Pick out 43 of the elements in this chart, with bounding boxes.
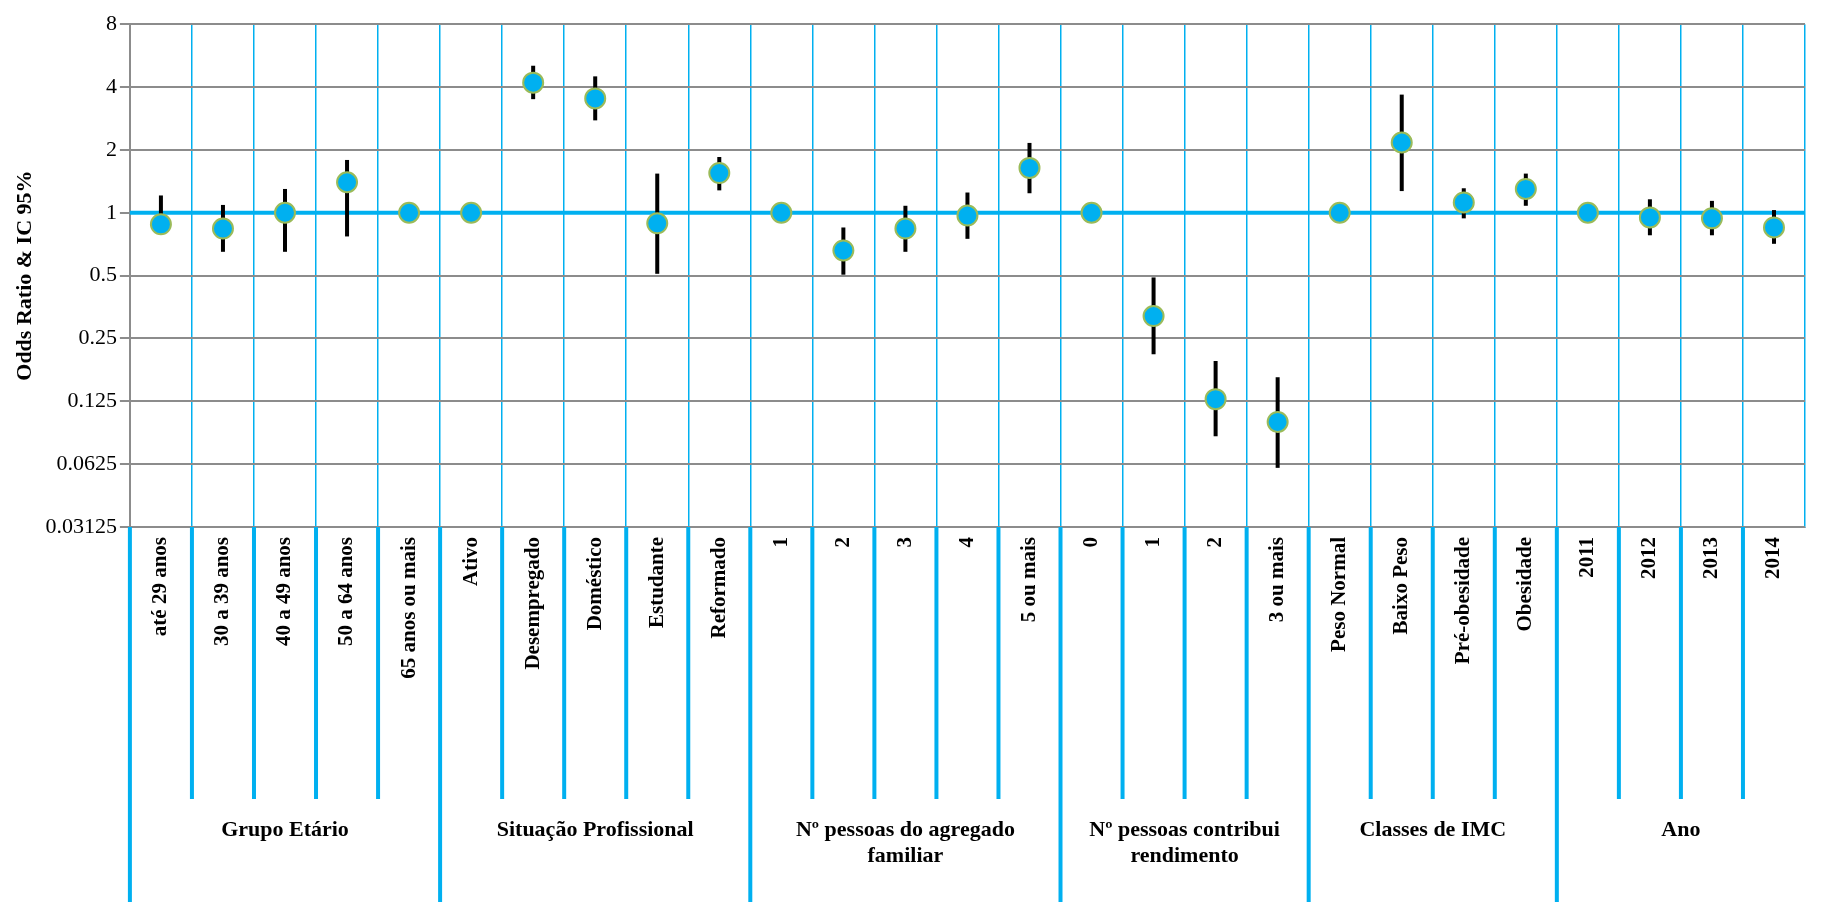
x-tick-label: 2 bbox=[1202, 537, 1227, 548]
x-tick-label: Reformado bbox=[705, 537, 730, 639]
x-tick-label: Desempregado bbox=[519, 537, 544, 670]
text: Nº pessoas do agregado familiar bbox=[795, 815, 1015, 867]
x-tick-label: Estudante bbox=[643, 537, 668, 629]
y-tick-label: 0.125 bbox=[67, 387, 117, 413]
x-tick-label: 2011 bbox=[1574, 537, 1599, 578]
x-tick-label: Pré-obesidade bbox=[1450, 537, 1475, 665]
x-tick-label: 1 bbox=[1139, 537, 1164, 548]
text: Classes de IMC bbox=[1359, 815, 1507, 841]
x-tick-label: 4 bbox=[953, 536, 978, 548]
y-tick-label: 4 bbox=[105, 72, 117, 98]
text: Ano bbox=[1661, 815, 1701, 841]
x-tick-label: 0 bbox=[1077, 537, 1102, 548]
x-tick-label: 65 anos ou mais bbox=[395, 537, 420, 679]
x-tick-label: 3 ou mais bbox=[1264, 537, 1289, 623]
y-axis-title: Odds Ratio & IC 95% bbox=[10, 170, 36, 381]
x-tick-label: 50 a 64 anos bbox=[333, 537, 358, 647]
y-tick-label: 8 bbox=[105, 9, 117, 35]
text: Grupo Etário bbox=[221, 815, 349, 841]
x-tick-label: Baixo Peso bbox=[1388, 537, 1413, 635]
y-tick-label: 0.0625 bbox=[56, 449, 117, 475]
y-tick-label: 1 bbox=[105, 198, 117, 224]
x-tick-label: 40 a 49 anos bbox=[271, 537, 296, 647]
text: Nº pessoas contribui rendimento bbox=[1089, 815, 1280, 867]
x-tick-label: 30 a 39 anos bbox=[209, 537, 234, 647]
x-tick-label: 2012 bbox=[1636, 537, 1661, 579]
y-tick-label: 0.03125 bbox=[45, 512, 117, 538]
x-tick-label: 2 bbox=[829, 537, 854, 548]
x-tick-label: Ativo bbox=[457, 537, 482, 586]
y-tick-label: 0.25 bbox=[78, 324, 117, 350]
y-tick-label: 0.5 bbox=[89, 261, 117, 287]
x-tick-label: 2013 bbox=[1698, 537, 1723, 579]
x-tick-label: até 29 anos bbox=[147, 537, 172, 637]
x-tick-label: Obesidade bbox=[1512, 537, 1537, 632]
text: Situação Profissional bbox=[496, 815, 694, 841]
x-tick-label: 2014 bbox=[1760, 536, 1785, 579]
x-tick-label: 1 bbox=[767, 537, 792, 548]
x-tick-label: Peso Normal bbox=[1326, 536, 1351, 652]
x-tick-label: 3 bbox=[891, 537, 916, 548]
x-tick-label: 5 ou mais bbox=[1015, 537, 1040, 623]
y-tick-label: 2 bbox=[105, 135, 117, 161]
x-tick-label: Doméstico bbox=[581, 537, 606, 631]
